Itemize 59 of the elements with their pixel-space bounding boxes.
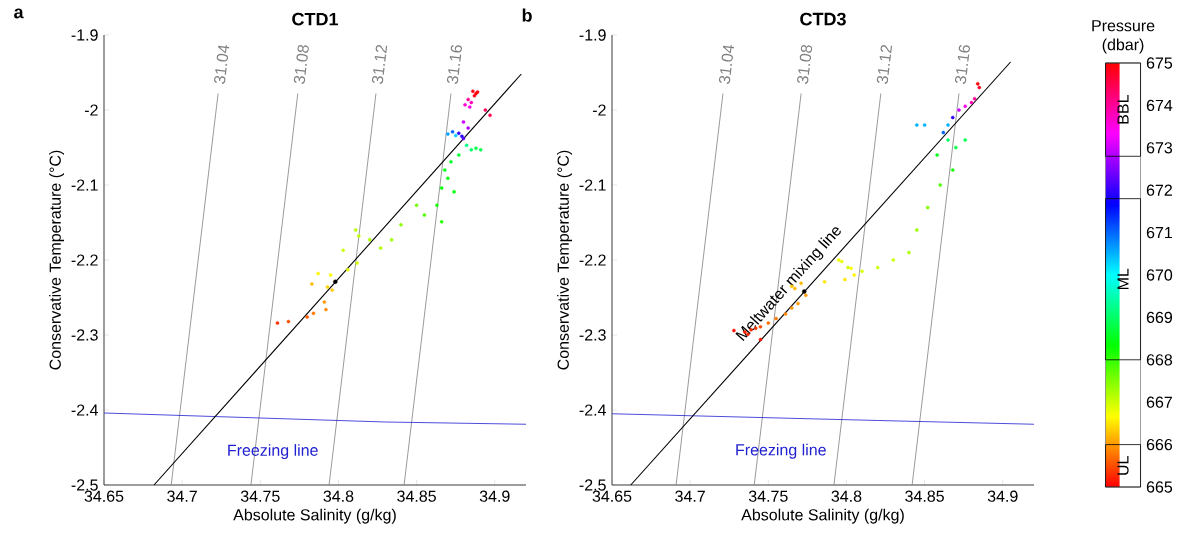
x-tick-label: 34.65	[84, 490, 124, 502]
text: UL	[1117, 456, 1129, 475]
text: 31.04	[718, 45, 735, 84]
text: a	[14, 8, 24, 19]
x-tick-label: 34.7	[675, 490, 705, 502]
y-tick-label: -2.3	[579, 329, 606, 341]
x-tick-label: 34.9	[987, 490, 1018, 502]
chart-title: CTD3	[800, 12, 846, 26]
x-tick-label: 34.75	[748, 490, 788, 502]
x-tick-label: 34.85	[397, 490, 436, 502]
y-tick-label: -2	[84, 104, 98, 116]
text: 31.08	[797, 45, 813, 84]
y-tick-label: -2.2	[71, 254, 98, 266]
y-tick-label: -2.3	[71, 329, 98, 341]
y-axis-title: Conservative Temperature (°C)	[557, 150, 573, 370]
x-tick-label: 34.9	[479, 490, 510, 502]
text: 31.12	[876, 45, 893, 84]
text: 31.12	[371, 45, 388, 84]
text: b	[522, 8, 532, 22]
chart-title: CTD1	[292, 12, 339, 26]
color-bar-label: 675	[1146, 57, 1173, 69]
text: ML	[1117, 268, 1129, 290]
color-bar-label: 673	[1146, 142, 1173, 154]
text: 31.04	[214, 45, 230, 84]
x-tick-label: 34.65	[592, 490, 632, 502]
color-bar-label: 669	[1146, 311, 1173, 324]
y-tick-label: -2.4	[71, 404, 98, 416]
y-tick-label: -2.1	[579, 179, 606, 191]
y-tick-label: -1.9	[579, 29, 606, 41]
x-tick-label: 34.8	[323, 490, 354, 502]
y-tick-label: -2.5	[71, 479, 98, 491]
y-tick-label: -2.5	[579, 479, 606, 491]
y-tick-label: -2.2	[579, 254, 606, 266]
text: 31.16	[446, 45, 463, 84]
text: BBL	[1117, 95, 1129, 124]
y-axis-title: Conservative Temperature (°C)	[49, 150, 65, 370]
color-bar-label: 671	[1146, 226, 1172, 239]
color-bar-title: Pressure (dbar)	[1092, 20, 1155, 54]
color-bar-label: 672	[1146, 184, 1172, 196]
color-bar-label: 668	[1146, 354, 1173, 366]
x-tick-label: 34.7	[167, 490, 197, 502]
x-tick-label: 34.85	[905, 490, 944, 502]
series-label: Freezing line	[736, 443, 826, 459]
color-bar-label: 666	[1146, 438, 1173, 451]
y-tick-label: -2.4	[579, 404, 606, 416]
color-bar-label: 674	[1146, 99, 1173, 112]
color-bar-label: 670	[1146, 269, 1173, 281]
text: 31.08	[293, 45, 309, 84]
color-bar-label: 665	[1146, 481, 1173, 493]
color-bar-label: 667	[1146, 396, 1172, 408]
text: 31.16	[954, 45, 971, 84]
x-axis-title: Absolute Salinity (g/kg)	[741, 508, 904, 524]
y-tick-label: -1.9	[71, 29, 98, 41]
x-tick-label: 34.8	[831, 490, 862, 502]
x-tick-label: 34.75	[240, 490, 280, 502]
series-label: Freezing line	[228, 444, 318, 460]
x-axis-title: Absolute Salinity (g/kg)	[233, 508, 396, 524]
y-tick-label: -2.1	[71, 179, 98, 191]
y-tick-label: -2	[592, 104, 606, 116]
